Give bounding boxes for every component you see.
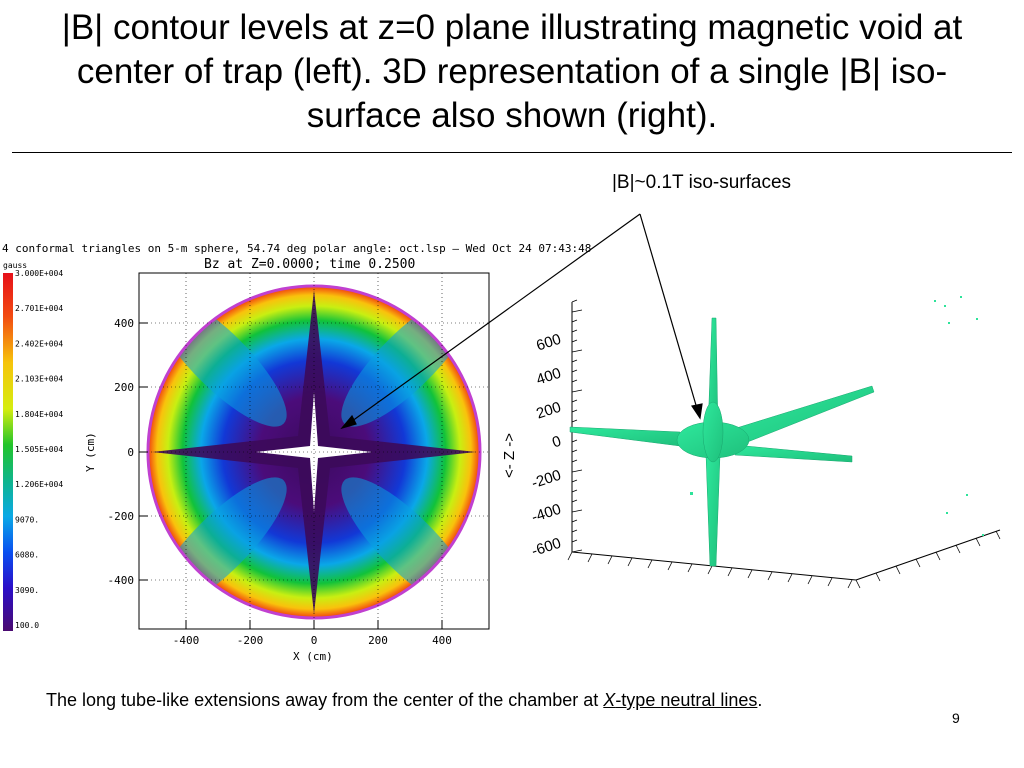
y-axis-label: Y (cm) [84, 432, 97, 472]
caption-x: X [603, 690, 616, 710]
slide-title: |B| contour levels at z=0 plane illustra… [61, 8, 963, 135]
caption: The long tube-like extensions away from … [46, 690, 762, 711]
x-tick-label: -400 [173, 634, 200, 647]
y-tick-label: 0 [127, 446, 134, 459]
colorbar-label: 3.000E+004 [15, 269, 63, 278]
y-tick-label: -400 [108, 574, 135, 587]
colorbar-label: 2.701E+004 [15, 304, 63, 313]
colorbar-label: 2.103E+004 [15, 375, 63, 384]
x-tick-label: 0 [311, 634, 318, 647]
caption-emphasis: X-type neutral lines [603, 690, 757, 710]
colorbar-label: 100.0 [15, 621, 39, 630]
x-tick-label: 400 [432, 634, 452, 647]
plot-grid [139, 273, 489, 629]
plot-header: 4 conformal triangles on 5-m sphere, 54.… [2, 242, 591, 255]
x-tick-label: 200 [368, 634, 388, 647]
z-tick-label: 400 [534, 365, 563, 389]
z-tick-label: -600 [529, 535, 563, 560]
y-tick-label: 400 [114, 317, 134, 330]
colorbar-label: 1.206E+004 [15, 480, 63, 489]
iso-surface-3d: 600 400 200 0 -200 -400 -600 <- Z -> [501, 296, 1001, 589]
x-axis-label: X (cm) [293, 650, 333, 663]
caption-link-rest: -type neutral lines [615, 690, 758, 710]
z-tick-label: -400 [529, 501, 563, 526]
page-number: 9 [952, 710, 960, 726]
colorbar-label: 1.804E+004 [15, 410, 63, 419]
annotation-arrows [340, 213, 703, 430]
z-tick-label: 0 [550, 433, 563, 452]
iso-surface-annotation: |B|~0.1T iso-surfaces [612, 172, 792, 193]
plot-subtitle: Bz at Z=0.0000; time 0.2500 [204, 257, 415, 272]
y-tick-label: 200 [114, 381, 134, 394]
colorbar-unit: gauss [3, 261, 27, 270]
x-tick-label: -200 [237, 634, 264, 647]
z-axis-label: <- Z -> [501, 433, 518, 478]
caption-period: . [757, 690, 763, 710]
y-tick-label: -200 [108, 510, 135, 523]
colorbar-label: 9070. [15, 515, 39, 524]
colorbar-label: 2.402E+004 [15, 339, 63, 348]
colorbar-labels: 3.000E+004 2.701E+004 2.402E+004 2.103E+004… [15, 269, 63, 630]
colorbar-label: 3090. [15, 586, 39, 595]
y-axis: 400 200 0 -200 -400 [108, 317, 148, 587]
z-tick-label: 600 [534, 331, 563, 355]
caption-text: The long tube-like extensions away from … [46, 690, 604, 710]
z-tick-label: 200 [534, 399, 563, 423]
title-divider [12, 152, 1012, 153]
colorbar-label: 1.505E+004 [15, 445, 63, 454]
z-tick-label: -200 [529, 467, 563, 492]
colorbar-label: 6080. [15, 551, 39, 560]
x-axis: -400 -200 0 200 400 [173, 620, 452, 647]
colorbar [3, 273, 13, 631]
